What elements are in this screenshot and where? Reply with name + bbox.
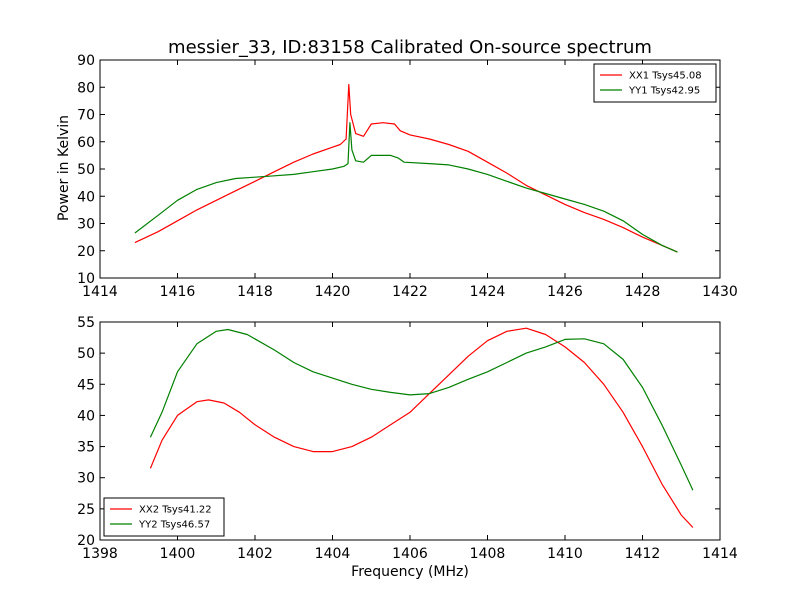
x-axis-label-bottom: Frequency (MHz) bbox=[351, 564, 469, 580]
y-tick-label: 20 bbox=[77, 244, 95, 260]
legend-label: YY1 Tsys42.95 bbox=[628, 86, 700, 97]
x-tick-label: 1420 bbox=[315, 284, 351, 300]
y-tick-label: 70 bbox=[77, 108, 95, 124]
x-tick-label: 1398 bbox=[82, 546, 118, 562]
x-tick-label: 1404 bbox=[315, 546, 351, 562]
y-tick-label: 30 bbox=[77, 471, 95, 487]
y-tick-label: 50 bbox=[77, 346, 95, 362]
x-tick-label: 1418 bbox=[237, 284, 273, 300]
series-line-0-0 bbox=[134, 83, 678, 253]
legend-label: XX1 Tsys45.08 bbox=[629, 71, 702, 82]
x-tick-label: 1412 bbox=[625, 546, 661, 562]
x-tick-label: 1414 bbox=[82, 284, 118, 300]
y-tick-label: 40 bbox=[77, 408, 95, 424]
y-tick-label: 60 bbox=[77, 135, 95, 151]
y-tick-label: 35 bbox=[77, 440, 95, 456]
series-line-1-0 bbox=[149, 327, 694, 528]
y-tick-label: 10 bbox=[77, 271, 95, 287]
y-tick-label: 20 bbox=[77, 533, 95, 549]
top-spectrum-panel: 1414 1416 1418 1420 1422 1424 1426 1428 1430 10 20… bbox=[77, 53, 738, 300]
x-tick-label: 1416 bbox=[160, 284, 196, 300]
legend-box bbox=[103, 497, 225, 537]
y-tick-label: 80 bbox=[77, 80, 95, 96]
x-tick-label: 1406 bbox=[392, 546, 428, 562]
x-tick-label: 1422 bbox=[392, 284, 428, 300]
legend-box bbox=[593, 63, 717, 103]
x-tick-label: 1424 bbox=[470, 284, 506, 300]
x-tick-label: 1428 bbox=[625, 284, 661, 300]
y-tick-label: 50 bbox=[77, 162, 95, 178]
y-axis-label-top: Power in Kelvin bbox=[56, 115, 72, 221]
y-tick-label: 40 bbox=[77, 189, 95, 205]
chart-title: messier_33, ID:83158 Calibrated On-sourc… bbox=[168, 37, 652, 58]
series-line-0-1 bbox=[134, 122, 678, 253]
x-tick-label: 1402 bbox=[237, 546, 273, 562]
y-tick-label: 55 bbox=[77, 315, 95, 331]
bottom-spectrum-panel: 1398 1400 1402 1404 1406 1408 1410 1412 1414 20 25… bbox=[77, 315, 738, 562]
x-tick-label: 1410 bbox=[547, 546, 583, 562]
x-tick-label: 1400 bbox=[160, 546, 196, 562]
series-line-1-1 bbox=[149, 328, 694, 491]
x-tick-label: 1430 bbox=[702, 284, 738, 300]
x-tick-label: 1426 bbox=[547, 284, 583, 300]
legend-label: YY2 Tsys46.57 bbox=[138, 520, 210, 531]
legend-label: XX2 Tsys41.22 bbox=[139, 505, 212, 516]
x-tick-label: 1414 bbox=[702, 546, 738, 562]
y-tick-label: 45 bbox=[77, 377, 95, 393]
y-tick-label: 90 bbox=[77, 53, 95, 69]
y-tick-label: 25 bbox=[77, 502, 95, 518]
y-tick-label: 30 bbox=[77, 217, 95, 233]
x-tick-label: 1408 bbox=[470, 546, 506, 562]
